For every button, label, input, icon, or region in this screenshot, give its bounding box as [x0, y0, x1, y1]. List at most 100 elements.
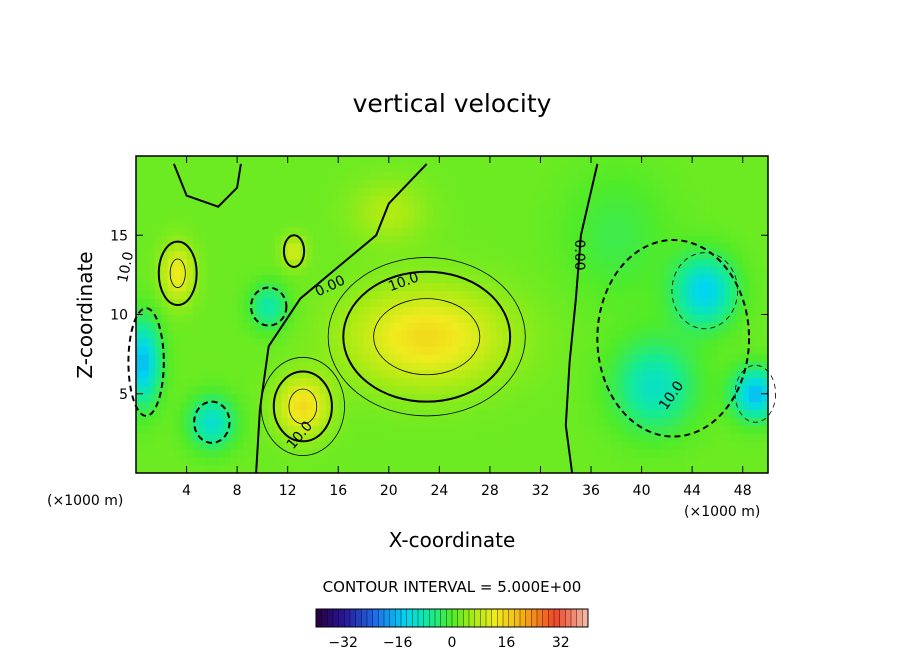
field-cell [161, 457, 168, 466]
field-cell [755, 385, 763, 395]
field-cell [224, 156, 232, 165]
field-cell [755, 369, 763, 379]
field-cell [458, 163, 466, 173]
field-cell [376, 195, 383, 204]
field-cell [660, 346, 668, 355]
field-cell [616, 290, 624, 300]
field-cell [306, 219, 314, 228]
field-cell [761, 457, 769, 466]
colorbar-swatch [525, 609, 532, 627]
field-cell [515, 235, 522, 244]
field-cell [553, 187, 560, 197]
field-cell [433, 449, 440, 458]
field-cell [395, 187, 402, 197]
field-cell [211, 259, 219, 268]
colorbar-swatch [531, 609, 538, 627]
field-cell [420, 417, 428, 426]
field-cell [647, 251, 655, 260]
field-cell [218, 393, 225, 403]
field-cell [458, 377, 466, 387]
field-cell [704, 441, 712, 450]
field-cell [192, 409, 200, 418]
field-cell [723, 179, 731, 189]
field-cell [331, 346, 339, 355]
field-cell [610, 385, 617, 395]
field-cell [192, 219, 200, 228]
field-cell [502, 290, 510, 300]
field-cell [237, 401, 244, 410]
field-cell [685, 171, 693, 181]
field-cell [660, 203, 668, 212]
field-cell [420, 401, 428, 410]
field-cell [742, 465, 750, 474]
field-cell [249, 251, 257, 260]
field-cell [300, 211, 308, 220]
field-cell [363, 441, 371, 450]
field-cell [167, 243, 175, 252]
field-cell [578, 417, 586, 426]
field-cell [527, 457, 535, 466]
field-cell [230, 266, 238, 276]
field-cell [205, 457, 213, 466]
field-cell [591, 433, 598, 442]
field-cell [730, 274, 737, 284]
field-cell [736, 314, 744, 323]
field-cell [205, 417, 213, 426]
field-cell [344, 369, 352, 379]
field-cell [698, 330, 706, 339]
field-cell [369, 195, 377, 204]
field-cell [142, 195, 150, 204]
field-cell [142, 425, 150, 434]
field-cell [534, 425, 541, 434]
field-cell [300, 338, 308, 347]
field-cell [717, 346, 725, 355]
field-cell [401, 377, 409, 387]
field-cell [578, 330, 586, 339]
field-cell [565, 203, 573, 212]
field-cell [363, 227, 371, 236]
field-cell [635, 266, 642, 276]
field-cell [610, 195, 617, 204]
field-cell [572, 243, 579, 252]
field-cell [243, 290, 251, 300]
field-cell [749, 219, 756, 228]
field-cell [148, 243, 156, 252]
field-cell [249, 274, 257, 284]
field-cell [496, 306, 503, 315]
field-cell [199, 330, 206, 339]
field-cell [749, 211, 756, 220]
field-cell [660, 171, 668, 181]
field-cell [711, 298, 718, 307]
field-cell [395, 425, 402, 434]
field-cell [287, 266, 295, 276]
field-cell [369, 457, 377, 466]
field-cell [369, 211, 377, 220]
field-cell [306, 211, 314, 220]
field-cell [224, 163, 232, 173]
field-cell [205, 306, 213, 315]
field-cell [325, 354, 333, 363]
field-cell [553, 425, 560, 434]
field-cell [502, 393, 510, 403]
field-cell [534, 306, 541, 315]
field-cell [148, 227, 156, 236]
field-cell [711, 314, 718, 323]
field-cell [154, 409, 162, 418]
field-cell [350, 354, 358, 363]
field-cell [357, 211, 364, 220]
field-cell [237, 235, 244, 244]
field-cell [717, 156, 725, 165]
field-cell [679, 417, 687, 426]
x-axis-label: X-coordinate [389, 528, 516, 552]
field-cell [445, 354, 453, 363]
field-cell [464, 219, 472, 228]
field-cell [363, 251, 371, 260]
field-cell [300, 385, 308, 395]
field-cell [654, 441, 661, 450]
field-cell [445, 465, 453, 474]
field-cell [243, 401, 251, 410]
field-cell [597, 393, 605, 403]
field-cell [331, 465, 339, 474]
field-cell [736, 369, 744, 379]
field-cell [736, 156, 744, 165]
